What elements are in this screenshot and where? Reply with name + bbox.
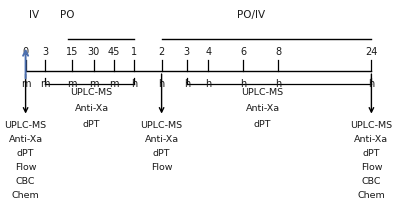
Text: h: h	[131, 79, 138, 89]
Text: 45: 45	[108, 47, 120, 57]
Text: UPLC-MS: UPLC-MS	[70, 88, 113, 97]
Text: 15: 15	[66, 47, 78, 57]
Text: Flow: Flow	[151, 163, 172, 172]
Text: Chem: Chem	[358, 191, 385, 200]
Text: CBC: CBC	[362, 177, 381, 186]
Text: h: h	[275, 79, 281, 89]
Text: m: m	[89, 79, 98, 89]
Text: h: h	[368, 79, 374, 89]
Text: Anti-Xa: Anti-Xa	[8, 135, 43, 144]
Text: 4: 4	[205, 47, 211, 57]
Text: Chem: Chem	[12, 191, 40, 200]
Text: 2: 2	[158, 47, 165, 57]
Text: UPLC-MS: UPLC-MS	[140, 121, 183, 130]
Text: 3: 3	[42, 47, 48, 57]
Text: Anti-Xa: Anti-Xa	[74, 104, 109, 113]
Text: PO/IV: PO/IV	[237, 10, 265, 20]
Text: Anti-Xa: Anti-Xa	[354, 135, 388, 144]
Text: 6: 6	[240, 47, 246, 57]
Text: Anti-Xa: Anti-Xa	[144, 135, 179, 144]
Text: m: m	[68, 79, 77, 89]
Text: CBC: CBC	[16, 177, 35, 186]
Text: IV: IV	[30, 10, 40, 20]
Text: h: h	[158, 79, 165, 89]
Text: UPLC-MS: UPLC-MS	[242, 88, 284, 97]
Text: m: m	[110, 79, 119, 89]
Text: m: m	[40, 79, 50, 89]
Text: 24: 24	[365, 47, 378, 57]
Text: dPT: dPT	[363, 149, 380, 158]
Text: 3: 3	[184, 47, 190, 57]
Text: h: h	[240, 79, 246, 89]
Text: Flow: Flow	[15, 163, 36, 172]
Text: 0: 0	[22, 47, 29, 57]
Text: dPT: dPT	[17, 149, 34, 158]
Text: dPT: dPT	[254, 120, 271, 129]
Text: 1: 1	[131, 47, 138, 57]
Text: h: h	[205, 79, 211, 89]
Text: dPT: dPT	[83, 120, 100, 129]
Text: 30: 30	[88, 47, 100, 57]
Text: Anti-Xa: Anti-Xa	[246, 104, 280, 113]
Text: PO: PO	[60, 10, 75, 20]
Text: dPT: dPT	[153, 149, 170, 158]
Text: UPLC-MS: UPLC-MS	[350, 121, 392, 130]
Text: 8: 8	[275, 47, 281, 57]
Text: h: h	[184, 79, 190, 89]
Text: UPLC-MS: UPLC-MS	[4, 121, 47, 130]
Text: Flow: Flow	[361, 163, 382, 172]
Text: m: m	[21, 79, 30, 89]
